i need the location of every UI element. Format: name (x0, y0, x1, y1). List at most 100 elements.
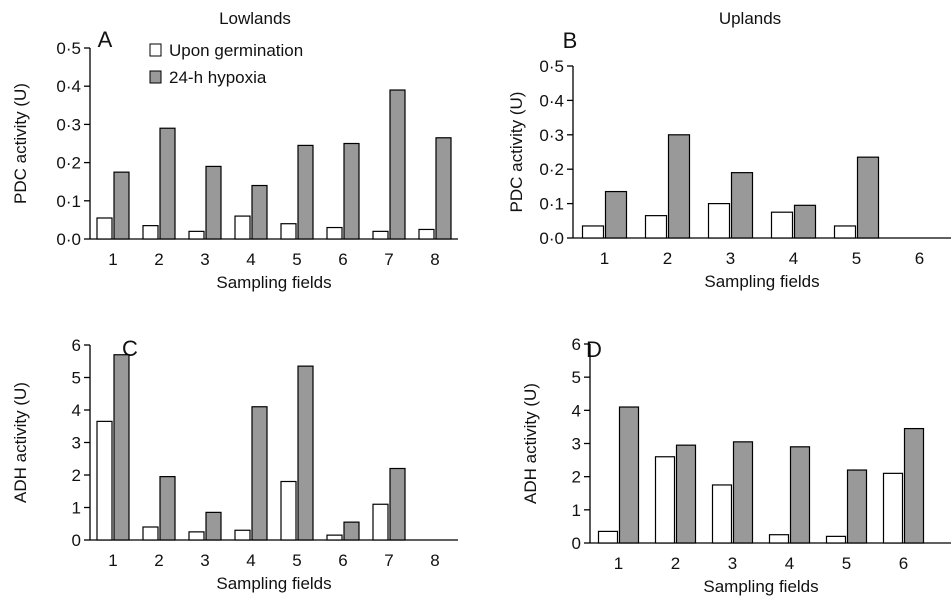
y-tick-label-c: 6 (72, 336, 81, 355)
bar-b-upon-germination-field-1 (581, 225, 605, 239)
panel-letter-b: B (563, 28, 578, 53)
x-tick-label-c: 2 (154, 551, 163, 570)
x-axis-label-c: Sampling fields (216, 574, 331, 593)
bar-a-24h-hypoxia-field-8 (435, 137, 452, 240)
bar-b-upon-germination-field-5 (833, 225, 857, 239)
bar-b-upon-germination-field-2 (644, 215, 668, 239)
bar-b-24h-hypoxia-field-4 (793, 204, 817, 239)
x-tick-label-a: 6 (338, 250, 347, 269)
bar-b-24h-hypoxia-field-5 (856, 156, 880, 239)
y-axis-label-d: ADH activity (U) (521, 383, 540, 504)
y-tick-label-d: 5 (572, 368, 581, 387)
y-axis-label-b: PDC activity (U) (507, 92, 526, 213)
bar-d-upon-germination-field-3 (711, 484, 733, 544)
y-tick-label-a: 0·1 (56, 192, 81, 211)
x-tick-label-b: 1 (600, 249, 609, 268)
bar-b-24h-hypoxia-field-3 (730, 172, 754, 239)
x-tick-label-b: 5 (852, 249, 861, 268)
x-tick-label-d: 5 (842, 554, 851, 573)
x-axis-label-d: Sampling fields (703, 577, 818, 596)
bar-a-24h-hypoxia-field-5 (297, 144, 314, 240)
bar-b-24h-hypoxia-field-1 (604, 190, 628, 239)
x-tick-label-d: 2 (671, 554, 680, 573)
x-axis-label-b: Sampling fields (704, 272, 819, 291)
bar-c-24h-hypoxia-field-3 (205, 511, 222, 541)
y-tick-label-b: 0·5 (539, 57, 564, 76)
x-tick-label-a: 7 (384, 250, 393, 269)
bar-c-upon-germination-field-5 (280, 480, 297, 541)
bar-d-24h-hypoxia-field-6 (903, 427, 925, 544)
bar-a-upon-germination-field-1 (96, 217, 113, 240)
bar-a-24h-hypoxia-field-2 (159, 127, 176, 240)
y-tick-label-c: 4 (72, 401, 81, 420)
x-tick-label-d: 3 (728, 554, 737, 573)
bar-d-upon-germination-field-5 (825, 535, 847, 544)
bar-b-upon-germination-field-4 (770, 211, 794, 239)
y-tick-label-d: 6 (572, 335, 581, 354)
bar-c-24h-hypoxia-field-2 (159, 476, 176, 541)
bar-c-24h-hypoxia-field-4 (251, 406, 268, 541)
chart-panel-b: B 0·0 0·1 0·2 0·3 0·4 0·5 1 2 3 4 5 6 Sampling fields… (507, 28, 951, 291)
bar-c-24h-hypoxia-field-5 (297, 365, 314, 541)
y-tick-label-b: 0·1 (539, 195, 564, 214)
group-title-lowlands: Lowlands (219, 9, 291, 28)
chart-panel-d: D 0 1 2 3 4 5 6 1 2 3 4 5 6 Sampling fields ADH activit… (521, 335, 951, 596)
x-tick-label-c: 1 (108, 551, 117, 570)
bar-d-24h-hypoxia-field-1 (618, 406, 640, 544)
y-tick-label-d: 1 (572, 501, 581, 520)
panel-letter-a: A (98, 27, 113, 52)
bar-a-upon-germination-field-2 (142, 225, 159, 240)
x-tick-label-c: 7 (384, 551, 393, 570)
y-tick-label-b: 0·2 (539, 160, 564, 179)
bar-a-24h-hypoxia-field-3 (205, 165, 222, 240)
y-tick-label-d: 4 (572, 401, 581, 420)
bar-a-upon-germination-field-3 (188, 230, 205, 240)
y-tick-label-c: 1 (72, 499, 81, 518)
legend-label-upon-germination: Upon germination (169, 41, 303, 60)
legend-label-24h-hypoxia: 24-h hypoxia (169, 68, 267, 87)
bar-d-upon-germination-field-4 (768, 534, 790, 544)
chart-panel-a: A 0·0 0·1 0·2 0·3 0·4 0·5 1 2 3 4 5 6 7 8 Sampling fiel… (11, 27, 458, 292)
x-tick-label-c: 6 (338, 551, 347, 570)
bar-b-upon-germination-field-3 (707, 203, 731, 239)
bar-a-24h-hypoxia-field-7 (389, 89, 406, 240)
y-tick-label-a: 0·0 (56, 230, 81, 249)
bar-a-upon-germination-field-7 (372, 230, 389, 240)
y-axis-label-c: ADH activity (U) (11, 382, 30, 503)
y-tick-label-c: 0 (72, 531, 81, 550)
x-tick-label-d: 1 (614, 554, 623, 573)
bar-b-24h-hypoxia-field-2 (667, 134, 691, 239)
bar-c-upon-germination-field-2 (142, 526, 159, 541)
x-axis-label-a: Sampling fields (216, 273, 331, 292)
bar-c-upon-germination-field-7 (372, 503, 389, 541)
y-tick-label-b: 0·3 (539, 126, 564, 145)
legend-swatch-24h-hypoxia (149, 70, 162, 84)
y-tick-label-a: 0·2 (56, 154, 81, 173)
x-tick-label-a: 5 (292, 250, 301, 269)
x-tick-label-b: 6 (915, 249, 924, 268)
group-title-uplands: Uplands (719, 9, 781, 28)
y-tick-label-a: 0·3 (56, 115, 81, 134)
bar-c-upon-germination-field-3 (188, 531, 205, 541)
x-tick-label-b: 4 (789, 249, 798, 268)
y-tick-label-c: 3 (72, 434, 81, 453)
y-tick-label-b: 0·0 (539, 229, 564, 248)
y-tick-label-d: 2 (572, 468, 581, 487)
bar-d-upon-germination-field-6 (882, 472, 904, 544)
bar-a-upon-germination-field-8 (418, 228, 435, 240)
x-tick-label-d: 4 (785, 554, 794, 573)
bar-a-24h-hypoxia-field-6 (343, 142, 360, 240)
legend-swatch-upon-germination (149, 43, 162, 57)
panel-letter-d: D (586, 337, 602, 362)
y-tick-label-c: 5 (72, 369, 81, 388)
x-tick-label-b: 2 (663, 249, 672, 268)
bar-a-24h-hypoxia-field-4 (251, 184, 268, 240)
y-tick-label-b: 0·4 (539, 91, 564, 110)
x-tick-label-c: 5 (292, 551, 301, 570)
bar-a-upon-germination-field-6 (326, 226, 343, 240)
bar-c-24h-hypoxia-field-1 (113, 354, 130, 541)
bar-a-upon-germination-field-5 (280, 223, 297, 240)
y-tick-label-a: 0·4 (56, 77, 81, 96)
